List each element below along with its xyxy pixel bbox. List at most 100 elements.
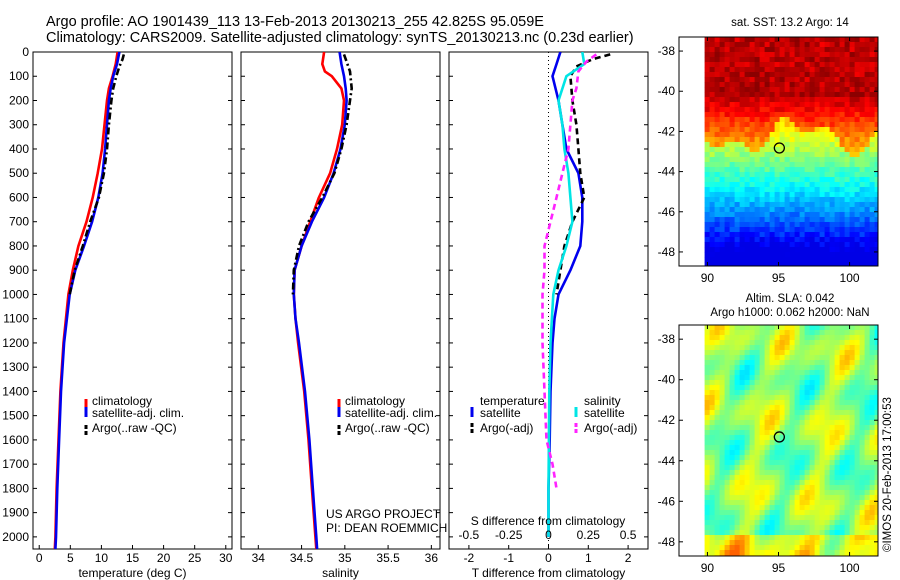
- credit-line1: US ARGO PROJECT: [326, 507, 441, 521]
- temperature-panel: 0100200300400500600700800900100011001200…: [2, 45, 232, 580]
- lat-tick-label: -44: [658, 454, 676, 468]
- temperature-legend: climatology satellite-adj. clim. Argo(..…: [84, 394, 184, 435]
- x-tick-label: 30: [219, 551, 233, 565]
- lat-tick-label: -40: [658, 84, 676, 98]
- argo-position-marker: [773, 431, 785, 443]
- temperature-profile-frame: [32, 51, 233, 550]
- series-salinity-argo-adj-: [541, 53, 598, 489]
- depth-tick-label: 1300: [2, 360, 29, 374]
- lon-tick-label: 90: [701, 561, 715, 575]
- depth-tick-label: 900: [9, 263, 29, 277]
- depth-tick-label: 1000: [2, 287, 29, 301]
- series-temperature-argo-adj-: [555, 53, 611, 295]
- legend-climatology-label: climatology: [345, 394, 405, 408]
- sst-map-raster: [704, 37, 878, 266]
- sla-map-title: Altim. SLA: 0.042: [746, 293, 835, 305]
- series-satellite-adj-clim-: [292, 52, 348, 549]
- sla-map-raster: [704, 325, 878, 556]
- lon-tick-label: 95: [772, 271, 786, 285]
- series-argo-raw-qc-: [291, 53, 354, 295]
- x-axis-label: temperature (deg C): [78, 566, 186, 580]
- x-tick-label: 0: [36, 551, 43, 565]
- legend-climatology-label: climatology: [92, 394, 152, 408]
- depth-tick-label: 700: [9, 215, 29, 229]
- x-tick-label: 36: [425, 551, 439, 565]
- x-axis-label: T difference from climatology: [472, 566, 626, 580]
- salinity-panel: 34 34.5 35 35.5 36 salinity: [240, 51, 441, 580]
- x-tick-label: 1: [585, 551, 592, 565]
- s-tick-label: 0: [545, 528, 552, 542]
- x-tick-label: 35: [338, 551, 352, 565]
- x-tick-label: 25: [188, 551, 202, 565]
- depth-tick-label: 100: [9, 69, 29, 83]
- legend-argo-label: Argo(..raw -QC): [92, 421, 177, 435]
- depth-tick-label: 1800: [2, 481, 29, 495]
- sst-map-panel: sat. SST: 13.2 Argo: 14 -38 -40 -42 -44 -46 -4…: [658, 17, 879, 285]
- s-tick-label: -0.5: [459, 528, 480, 542]
- x-tick-label: 5: [67, 551, 74, 565]
- lat-tick-label: -40: [658, 373, 676, 387]
- series-satellite-adj-clim-: [54, 52, 121, 549]
- lon-tick-label: 90: [701, 271, 715, 285]
- lon-tick-label: 100: [840, 271, 860, 285]
- x-tick-label: 10: [95, 551, 109, 565]
- depth-tick-label: 1900: [2, 506, 29, 520]
- depth-tick-label: 200: [9, 93, 29, 107]
- legend-satellite-label: satellite-adj. clim.: [92, 406, 184, 420]
- diff-legend-sal-argo-label: Argo(-adj): [584, 421, 637, 435]
- depth-tick-label: 300: [9, 118, 29, 132]
- sst-map-title: sat. SST: 13.2 Argo: 14: [731, 17, 849, 29]
- x-tick-label: 0: [545, 551, 552, 565]
- x-axis-label: salinity: [322, 566, 359, 580]
- lon-tick-label: 100: [840, 561, 860, 575]
- lat-tick-label: -48: [658, 535, 676, 549]
- depth-tick-label: 0: [22, 45, 29, 59]
- lon-tick-label: 95: [772, 561, 786, 575]
- x-tick-label: 34.5: [290, 551, 314, 565]
- s-tick-label: 0.5: [620, 528, 637, 542]
- legend-argo-label: Argo(..raw -QC): [345, 421, 430, 435]
- depth-tick-label: 1100: [3, 312, 29, 326]
- header-line2: Climatology: CARS2009. Satellite-adjuste…: [46, 30, 634, 46]
- s-tick-label: 0.25: [577, 528, 601, 542]
- depth-tick-label: 1700: [2, 457, 29, 471]
- depth-tick-label: 500: [9, 166, 29, 180]
- depth-tick-label: 1600: [2, 433, 29, 447]
- diff-legend-temp-header: temperature: [480, 394, 545, 408]
- lat-tick-label: -38: [658, 332, 676, 346]
- side-stamp: ©IMOS 20-Feb-2013 17:00:53: [882, 397, 894, 552]
- depth-tick-label: 1400: [2, 384, 29, 398]
- lat-tick-label: -46: [658, 205, 676, 219]
- lat-tick-label: -42: [658, 413, 676, 427]
- diff-legend-sal-header: salinity: [584, 394, 621, 408]
- depth-tick-label: 600: [9, 190, 29, 204]
- x-tick-label: -2: [464, 551, 475, 565]
- salinity-legend: climatology satellite-adj. clim. Argo(..…: [326, 394, 447, 535]
- lat-tick-label: -46: [658, 494, 676, 508]
- depth-tick-label: 800: [9, 239, 29, 253]
- lat-tick-label: -48: [658, 245, 676, 259]
- x-tick-label: -1: [503, 551, 514, 565]
- s-axis-label: S difference from climatology: [471, 514, 626, 528]
- sla-map-subtitle: Argo h1000: 0.062 h2000: NaN: [710, 307, 869, 319]
- header-line1: Argo profile: AO 1901439_113 13-Feb-2013…: [46, 14, 544, 30]
- lat-tick-label: -44: [658, 165, 676, 179]
- difference-panel: -2 -1 0 1 2T difference from climatology -0.5…: [448, 51, 649, 580]
- s-tick-label: -0.25: [495, 528, 523, 542]
- depth-tick-label: 1200: [2, 336, 29, 350]
- depth-tick-label: 2000: [2, 530, 29, 544]
- argo-position-marker: [773, 142, 785, 154]
- diff-legend-sal-satellite-label: satellite: [584, 406, 625, 420]
- series-salinity-satellite: [547, 52, 586, 537]
- legend-satellite-label: satellite-adj. clim.: [345, 406, 437, 420]
- x-tick-label: 35.5: [376, 551, 400, 565]
- diff-legend-temp-satellite-label: satellite: [480, 406, 521, 420]
- depth-tick-label: 1500: [2, 409, 29, 423]
- sla-map-panel: Altim. SLA: 0.042 Argo h1000: 0.062 h2000…: [658, 293, 879, 575]
- x-tick-label: 2: [625, 551, 632, 565]
- diff-legend-temp-argo-label: Argo(-adj): [480, 421, 533, 435]
- credit-line2: PI: DEAN ROEMMICH: [326, 521, 447, 535]
- depth-tick-label: 400: [9, 142, 29, 156]
- x-tick-label: 34: [252, 551, 266, 565]
